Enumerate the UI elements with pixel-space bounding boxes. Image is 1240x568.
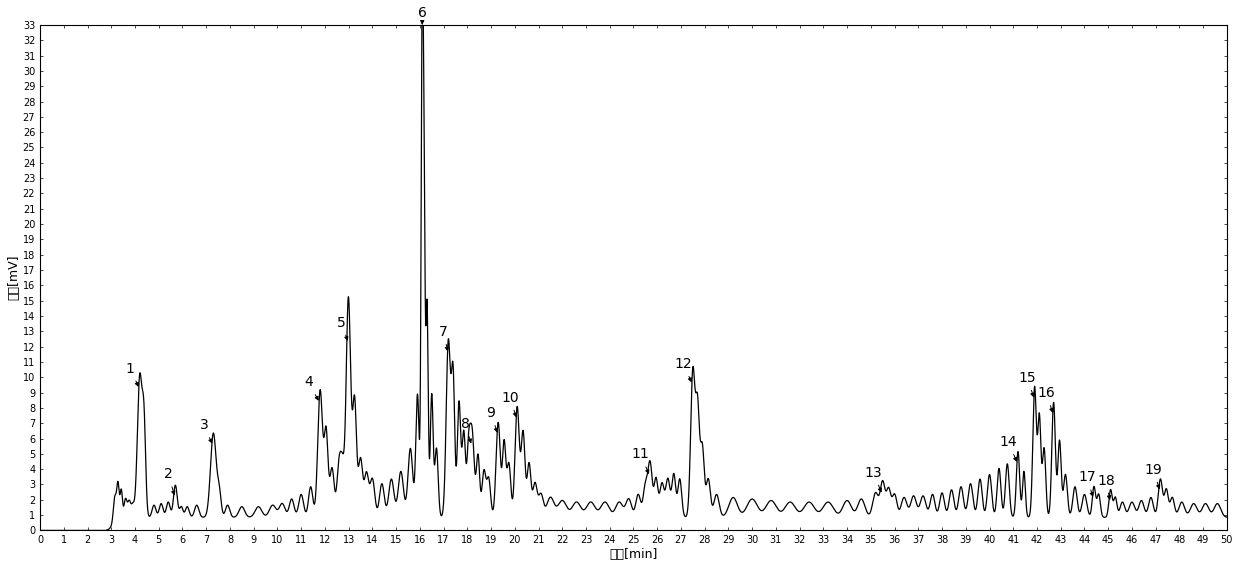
Text: 5: 5 bbox=[337, 316, 348, 340]
Text: 17: 17 bbox=[1078, 470, 1096, 496]
Text: 8: 8 bbox=[460, 417, 471, 442]
Text: 12: 12 bbox=[675, 357, 692, 381]
Text: 7: 7 bbox=[439, 325, 449, 350]
Text: 16: 16 bbox=[1038, 386, 1055, 412]
Text: 2: 2 bbox=[164, 467, 175, 495]
Text: 9: 9 bbox=[486, 406, 497, 432]
Text: 11: 11 bbox=[631, 448, 650, 473]
Text: 19: 19 bbox=[1145, 463, 1162, 488]
Text: 1: 1 bbox=[125, 362, 139, 386]
Text: 3: 3 bbox=[200, 419, 212, 442]
X-axis label: 时间[min]: 时间[min] bbox=[609, 548, 657, 561]
Text: 14: 14 bbox=[999, 435, 1017, 461]
Text: 13: 13 bbox=[864, 466, 882, 492]
Text: 15: 15 bbox=[1019, 371, 1037, 396]
Text: 4: 4 bbox=[304, 375, 319, 400]
Y-axis label: 信号[mV]: 信号[mV] bbox=[7, 255, 20, 300]
Text: 18: 18 bbox=[1097, 474, 1115, 499]
Text: 6: 6 bbox=[418, 6, 427, 24]
Text: 10: 10 bbox=[501, 391, 518, 416]
